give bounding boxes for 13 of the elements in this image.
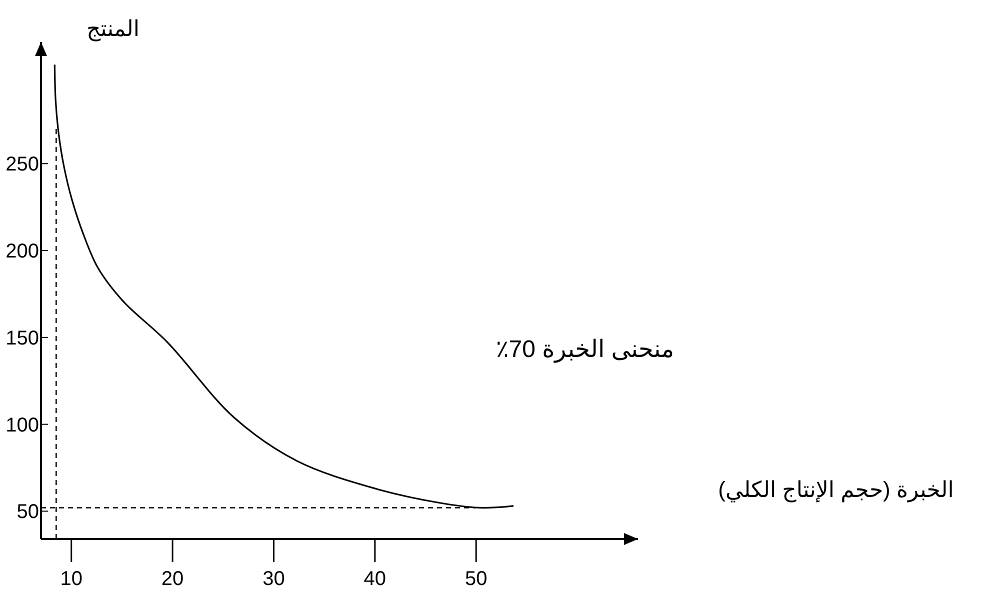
y-tick-label: 150 [6, 327, 39, 350]
x-tick-label: 30 [262, 568, 285, 590]
x-tick-label: 20 [161, 568, 184, 590]
annotation: منحنى الخبرة 70٪ [496, 336, 674, 363]
y-axis-title: المنتج [86, 16, 140, 42]
x-tick-label: 50 [464, 568, 488, 590]
y-tick-label: 100 [6, 414, 39, 436]
y-tick-label: 250 [6, 154, 39, 176]
x-tick-label: 10 [60, 568, 82, 590]
y-tick-label: 200 [6, 240, 39, 263]
y-tick-label: 50 [16, 501, 39, 524]
x-axis-title: الخبرة (حجم الإنتاج الكلي) [718, 477, 954, 503]
x-tick-label: 40 [364, 568, 386, 590]
